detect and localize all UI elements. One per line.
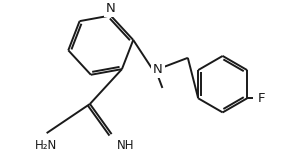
Text: N: N bbox=[153, 63, 162, 76]
Text: H₂N: H₂N bbox=[35, 139, 58, 152]
Text: N: N bbox=[106, 2, 116, 14]
Text: NH: NH bbox=[117, 139, 135, 152]
Text: F: F bbox=[257, 92, 265, 105]
